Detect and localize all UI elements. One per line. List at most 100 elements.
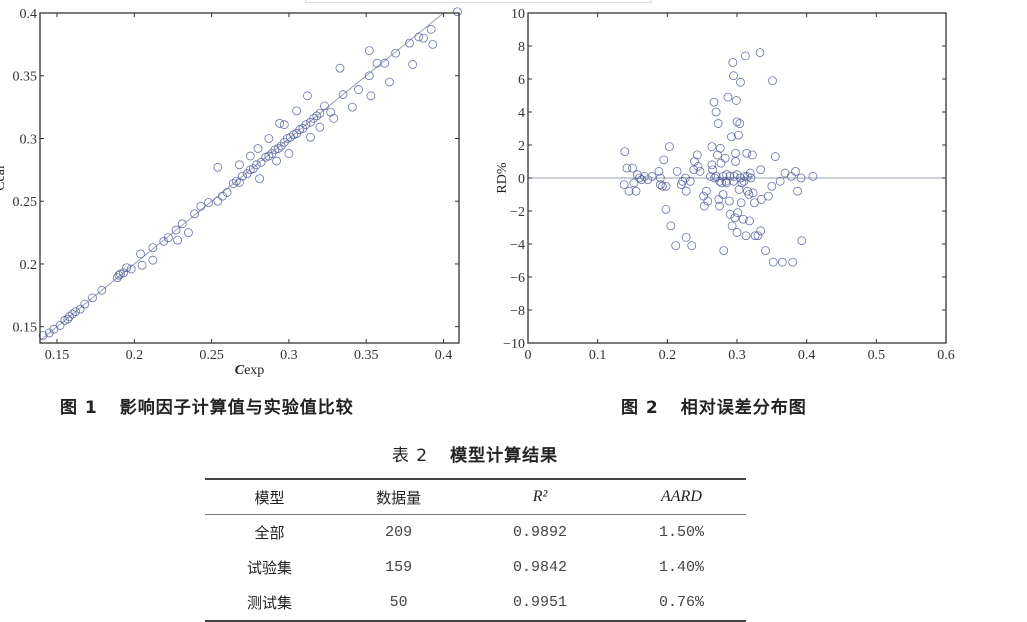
data-point bbox=[661, 181, 671, 191]
data-point bbox=[75, 304, 85, 314]
x-tick-label: 0 bbox=[525, 348, 532, 363]
figure-1-number: 图 1 bbox=[60, 398, 98, 418]
data-point bbox=[732, 228, 742, 237]
data-point bbox=[728, 58, 738, 67]
cell-r2: 0.9892 bbox=[513, 524, 568, 541]
data-point bbox=[719, 246, 729, 256]
data-point bbox=[190, 209, 200, 219]
figure-2-title: 相对误差分布图 bbox=[680, 398, 807, 418]
data-point bbox=[364, 71, 374, 81]
data-point bbox=[654, 166, 664, 176]
data-point bbox=[711, 107, 721, 117]
data-point bbox=[204, 198, 213, 207]
data-point bbox=[252, 160, 261, 170]
y-tick-label: 4 bbox=[518, 106, 525, 121]
data-point bbox=[727, 132, 736, 142]
data-point bbox=[711, 171, 721, 181]
figure-2-number: 图 2 bbox=[621, 398, 659, 418]
cell-count: 159 bbox=[385, 559, 413, 576]
data-point bbox=[695, 166, 705, 176]
x-tick-label: 0.4 bbox=[798, 348, 816, 363]
data-point bbox=[740, 51, 750, 61]
data-point bbox=[137, 260, 147, 270]
x-tick-label: 0.15 bbox=[45, 348, 70, 363]
data-point bbox=[64, 312, 74, 322]
data-point bbox=[734, 185, 744, 194]
data-point bbox=[768, 257, 778, 267]
data-point bbox=[366, 91, 376, 101]
y-tick-label: 0.25 bbox=[13, 195, 38, 210]
data-point bbox=[213, 162, 223, 172]
data-point bbox=[707, 142, 717, 152]
data-point bbox=[745, 216, 754, 226]
data-point bbox=[671, 241, 681, 251]
data-point bbox=[655, 173, 665, 183]
data-point bbox=[797, 236, 807, 246]
data-point bbox=[315, 108, 325, 118]
data-point bbox=[786, 171, 796, 181]
data-point bbox=[731, 157, 741, 166]
data-point bbox=[647, 171, 657, 181]
x-tick-label: 0.3 bbox=[728, 348, 746, 363]
data-point bbox=[163, 233, 173, 243]
data-point bbox=[326, 107, 336, 117]
data-point bbox=[255, 174, 264, 184]
data-point bbox=[703, 196, 713, 206]
data-point bbox=[312, 111, 322, 121]
data-point bbox=[631, 186, 641, 196]
data-point bbox=[628, 163, 637, 173]
data-point bbox=[301, 120, 311, 130]
data-point bbox=[736, 198, 746, 208]
data-point bbox=[405, 38, 414, 48]
y-tick-label: −10 bbox=[503, 337, 525, 352]
data-point bbox=[222, 188, 232, 197]
data-point bbox=[685, 176, 695, 186]
header-model: 模型 bbox=[205, 479, 335, 515]
x-axis-label: Cexp bbox=[235, 363, 265, 378]
data-point bbox=[713, 150, 722, 160]
data-point bbox=[791, 166, 800, 176]
data-point bbox=[741, 231, 751, 241]
data-point bbox=[238, 171, 247, 181]
data-point bbox=[292, 106, 302, 116]
data-point bbox=[733, 130, 743, 140]
cell-aard: 0.76% bbox=[658, 594, 704, 611]
data-point bbox=[428, 39, 438, 49]
data-point bbox=[228, 179, 238, 189]
data-point bbox=[97, 285, 107, 295]
y-tick-label: 2 bbox=[518, 139, 525, 154]
y-tick-label: −6 bbox=[510, 271, 525, 286]
cell-count: 209 bbox=[385, 524, 413, 541]
figure-1-caption: 图 1 影响因子计算值与实验值比较 bbox=[60, 393, 354, 418]
data-point bbox=[739, 176, 749, 186]
data-point bbox=[279, 120, 289, 130]
y-tick-label: −2 bbox=[510, 205, 525, 220]
data-point bbox=[71, 307, 80, 317]
data-point bbox=[347, 102, 357, 112]
data-point bbox=[453, 7, 462, 17]
data-point bbox=[253, 144, 263, 153]
data-point bbox=[414, 32, 424, 42]
data-point bbox=[693, 162, 703, 171]
data-point bbox=[171, 225, 181, 235]
data-point bbox=[742, 148, 752, 158]
cell-model: 测试集 bbox=[247, 594, 293, 612]
x-tick-label: 0.4 bbox=[435, 348, 453, 363]
y-tick-label: −4 bbox=[510, 238, 525, 253]
data-point bbox=[38, 331, 48, 340]
data-point bbox=[681, 186, 691, 196]
data-point bbox=[747, 150, 757, 160]
data-point bbox=[672, 166, 682, 176]
data-point bbox=[68, 309, 77, 319]
y-axis-label: Ccal bbox=[0, 165, 8, 191]
data-point bbox=[196, 201, 206, 211]
data-point bbox=[264, 134, 274, 143]
data-point bbox=[753, 231, 763, 241]
data-point bbox=[380, 58, 390, 68]
y-tick-label: 0.3 bbox=[20, 132, 38, 147]
cell-model: 全部 bbox=[254, 524, 285, 542]
cell-aard: 1.50% bbox=[658, 524, 704, 541]
y-tick-label: 6 bbox=[518, 73, 525, 88]
data-point bbox=[335, 63, 345, 73]
data-point bbox=[746, 173, 756, 183]
